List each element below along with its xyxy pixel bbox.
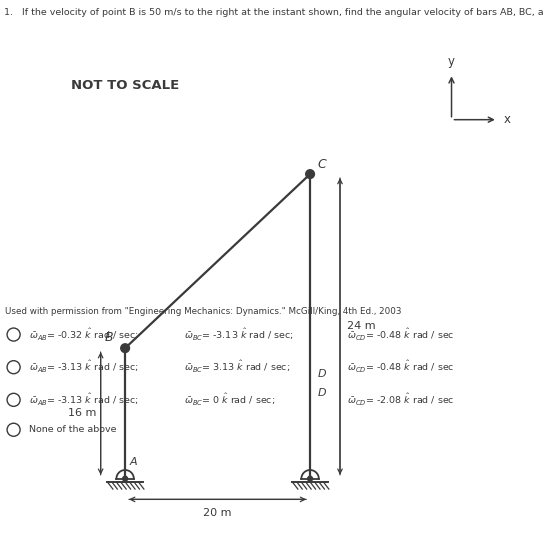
Text: D: D (318, 369, 326, 379)
Text: $\bar{\omega}_{CD}$= -0.48 $\hat{k}$ rad / sec: $\bar{\omega}_{CD}$= -0.48 $\hat{k}$ rad… (347, 359, 455, 375)
Text: Used with permission from "Engineering Mechanics: Dynamics." McGill/King, 4th Ed: Used with permission from "Engineering M… (5, 307, 402, 317)
Text: 1.   If the velocity of point B is 50 m/s to the right at the instant shown, fin: 1. If the velocity of point B is 50 m/s … (4, 8, 544, 17)
Text: 24 m: 24 m (347, 322, 375, 331)
Text: $\bar{\omega}_{CD}$= -2.08 $\hat{k}$ rad / sec: $\bar{\omega}_{CD}$= -2.08 $\hat{k}$ rad… (347, 392, 455, 408)
Circle shape (308, 477, 312, 481)
Text: $\bar{\omega}_{AB}$= -3.13 $\hat{k}$ rad / sec;: $\bar{\omega}_{AB}$= -3.13 $\hat{k}$ rad… (29, 359, 139, 375)
Text: D: D (318, 388, 326, 398)
Text: 20 m: 20 m (203, 508, 232, 517)
Text: $\bar{\omega}_{BC}$= 0 $\hat{k}$ rad / sec;: $\bar{\omega}_{BC}$= 0 $\hat{k}$ rad / s… (184, 392, 275, 408)
Text: $\bar{\omega}_{AB}$= -0.32 $\hat{k}$ rad / sec;: $\bar{\omega}_{AB}$= -0.32 $\hat{k}$ rad… (29, 326, 139, 343)
Text: None of the above: None of the above (29, 425, 116, 434)
Text: $\bar{\omega}_{AB}$= -3.13 $\hat{k}$ rad / sec;: $\bar{\omega}_{AB}$= -3.13 $\hat{k}$ rad… (29, 392, 139, 408)
Text: B: B (104, 331, 113, 344)
Text: C: C (318, 158, 326, 171)
Text: NOT TO SCALE: NOT TO SCALE (71, 79, 179, 92)
Text: $\bar{\omega}_{BC}$= -3.13 $\hat{k}$ rad / sec;: $\bar{\omega}_{BC}$= -3.13 $\hat{k}$ rad… (184, 326, 294, 343)
Text: $\bar{\omega}_{CD}$= -0.48 $\hat{k}$ rad / sec: $\bar{\omega}_{CD}$= -0.48 $\hat{k}$ rad… (347, 326, 455, 343)
Text: x: x (503, 113, 510, 126)
Text: 16 m: 16 m (68, 409, 96, 418)
Text: A: A (129, 457, 137, 467)
Circle shape (121, 344, 129, 353)
Circle shape (123, 477, 127, 481)
Text: $\bar{\omega}_{BC}$= 3.13 $\hat{k}$ rad / sec;: $\bar{\omega}_{BC}$= 3.13 $\hat{k}$ rad … (184, 359, 290, 375)
Text: y: y (448, 55, 455, 68)
Circle shape (306, 170, 314, 178)
